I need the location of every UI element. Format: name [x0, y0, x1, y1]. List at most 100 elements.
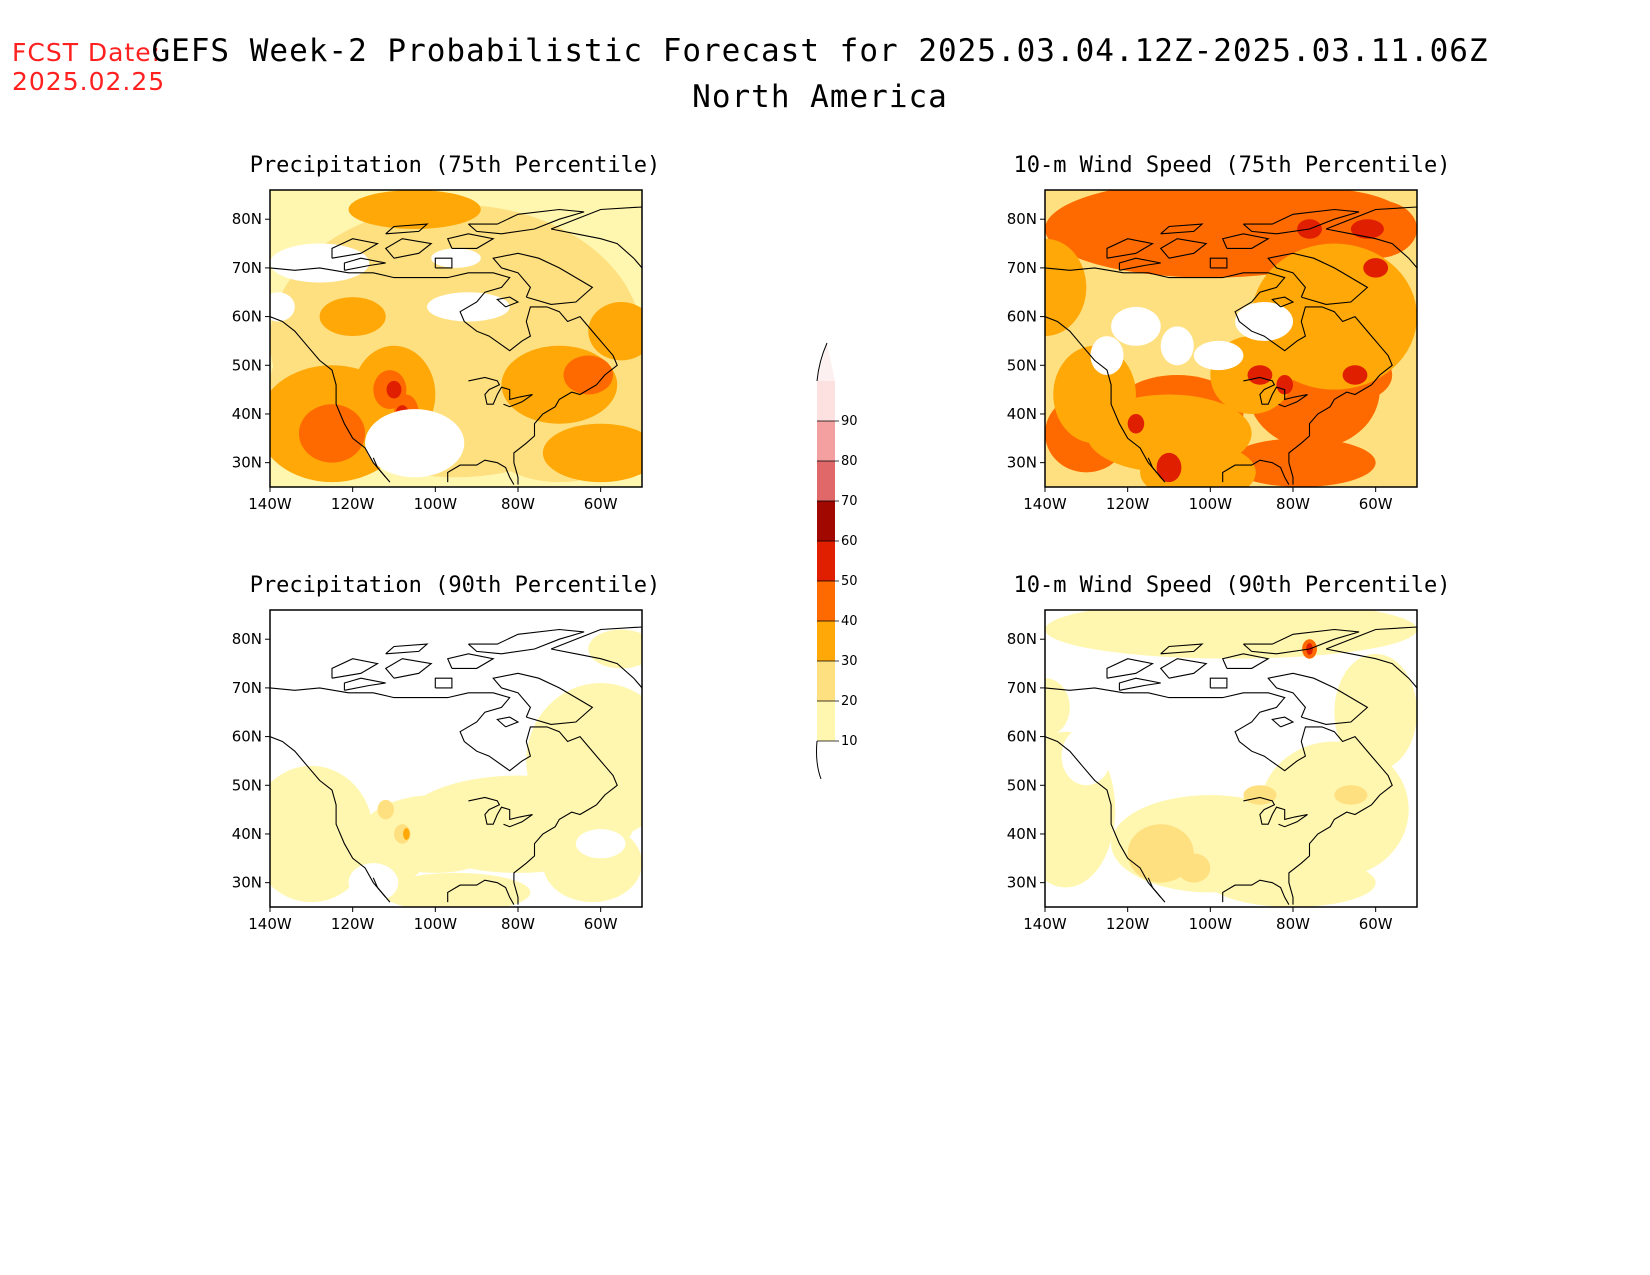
- probability-contour: [1363, 258, 1389, 278]
- probability-contour: [1350, 219, 1384, 239]
- below-threshold-area: [1160, 326, 1194, 366]
- lon-tick-label: 120W: [331, 915, 375, 933]
- lat-tick-label: 50N: [1007, 776, 1037, 794]
- coastline: [434, 677, 453, 689]
- coastline: [1118, 257, 1161, 271]
- coastline: [1243, 796, 1308, 828]
- panel-title-precip-75: Precipitation (75th Percentile): [249, 153, 661, 178]
- lon-tick-label: 100W: [414, 915, 458, 933]
- colorbar-segment: [817, 461, 835, 501]
- coastline: [1222, 879, 1290, 905]
- lon-tick-label: 60W: [1359, 915, 1393, 933]
- probability-contour: [1177, 853, 1211, 883]
- coastline: [468, 628, 585, 655]
- coastline: [446, 653, 495, 669]
- below-threshold-area: [1235, 301, 1293, 341]
- coastline: [1221, 233, 1270, 249]
- lon-tick-label: 120W: [331, 495, 375, 513]
- colorbar-label: 80: [841, 454, 858, 469]
- below-threshold-area: [1090, 336, 1124, 376]
- coastline: [1271, 296, 1295, 308]
- colorbar-segment: [817, 421, 835, 461]
- coastline: [1045, 267, 1393, 485]
- coastline: [550, 626, 642, 650]
- colorbar-bottom-outline: [816, 740, 822, 780]
- colorbar-label: 10: [841, 734, 858, 749]
- lon-tick-label: 140W: [1023, 915, 1067, 933]
- coastline: [447, 879, 515, 905]
- probability-contour: [1334, 785, 1368, 805]
- lon-tick-label: 80W: [501, 915, 535, 933]
- map-frame: [1044, 189, 1418, 488]
- probability-contour: [270, 765, 374, 903]
- probability-contour: [319, 297, 386, 337]
- coastline: [1106, 238, 1155, 259]
- page-subtitle: North America: [692, 79, 948, 115]
- below-threshold-area: [270, 292, 295, 322]
- probability-contour: [1243, 785, 1277, 805]
- lat-tick-label: 40N: [232, 405, 262, 423]
- coastline: [1325, 648, 1417, 689]
- lat-tick-label: 30N: [1007, 454, 1037, 472]
- map-panel-wind-75: 30N 40N 50N 60N 70N 80N 140W 120W 100W 80W 60W: [1007, 189, 1418, 513]
- coastline: [385, 223, 429, 235]
- lon-tick-label: 140W: [248, 495, 292, 513]
- colorbar-segment: [817, 501, 835, 541]
- lat-tick-label: 50N: [1007, 356, 1037, 374]
- coastline: [1221, 653, 1270, 669]
- forecast-date-block: FCST Date: 2025.02.25: [12, 38, 165, 96]
- coastline: [1118, 677, 1161, 691]
- coastline: [468, 796, 533, 828]
- coastline: [384, 238, 433, 259]
- colorbar-label: 30: [841, 654, 858, 669]
- lat-tick-label: 70N: [232, 259, 262, 277]
- lat-tick-label: 80N: [232, 210, 262, 228]
- lat-tick-label: 60N: [1007, 308, 1037, 326]
- lon-tick-label: 80W: [1276, 915, 1310, 933]
- lat-tick-label: 80N: [232, 630, 262, 648]
- lon-tick-label: 120W: [1106, 495, 1150, 513]
- panel-title-wind-90: 10-m Wind Speed (90th Percentile): [1013, 573, 1451, 598]
- coastline: [1243, 208, 1360, 235]
- lon-tick-label: 60W: [584, 915, 618, 933]
- coastline: [270, 687, 618, 905]
- below-threshold-area: [1061, 726, 1112, 786]
- probability-contour: [563, 355, 614, 395]
- coastline: [447, 459, 515, 485]
- coastline: [270, 736, 391, 903]
- probability-contour: [1247, 365, 1273, 385]
- below-threshold-area: [1111, 306, 1161, 346]
- colorbar-top-outline: [816, 342, 828, 382]
- probability-contour: [1156, 452, 1182, 483]
- colorbar-segment: [817, 661, 835, 701]
- coastline: [1147, 877, 1162, 898]
- probability-contour: [1210, 858, 1376, 907]
- coastline: [1243, 376, 1308, 408]
- map-panel-precip-90: 30N 40N 50N 60N 70N 80N 140W 120W 100W 80W 60W: [232, 609, 643, 933]
- lon-tick-label: 100W: [414, 495, 458, 513]
- probability-contour: [588, 629, 642, 669]
- lat-tick-label: 80N: [1007, 210, 1037, 228]
- map-frame: [1044, 609, 1418, 908]
- coastline: [384, 658, 433, 679]
- coastline: [1160, 223, 1204, 235]
- probability-contour: [1276, 375, 1293, 395]
- coastline: [1147, 457, 1162, 478]
- probability-contour: [1045, 238, 1087, 337]
- colorbar-segment: [817, 381, 835, 421]
- probability-contour: [1334, 653, 1417, 771]
- coastline: [1325, 228, 1417, 269]
- lon-tick-label: 100W: [1189, 915, 1233, 933]
- colorbar-label: 40: [841, 614, 858, 629]
- coastline: [492, 252, 594, 305]
- colorbar-label: 20: [841, 694, 858, 709]
- lat-tick-label: 40N: [1007, 405, 1037, 423]
- lat-tick-label: 30N: [1007, 874, 1037, 892]
- lat-tick-label: 50N: [232, 776, 262, 794]
- coastline: [1045, 316, 1166, 483]
- lat-tick-label: 60N: [1007, 728, 1037, 746]
- coastline: [468, 376, 533, 408]
- coastline: [434, 257, 453, 269]
- coastline: [446, 233, 495, 249]
- lat-tick-label: 80N: [1007, 630, 1037, 648]
